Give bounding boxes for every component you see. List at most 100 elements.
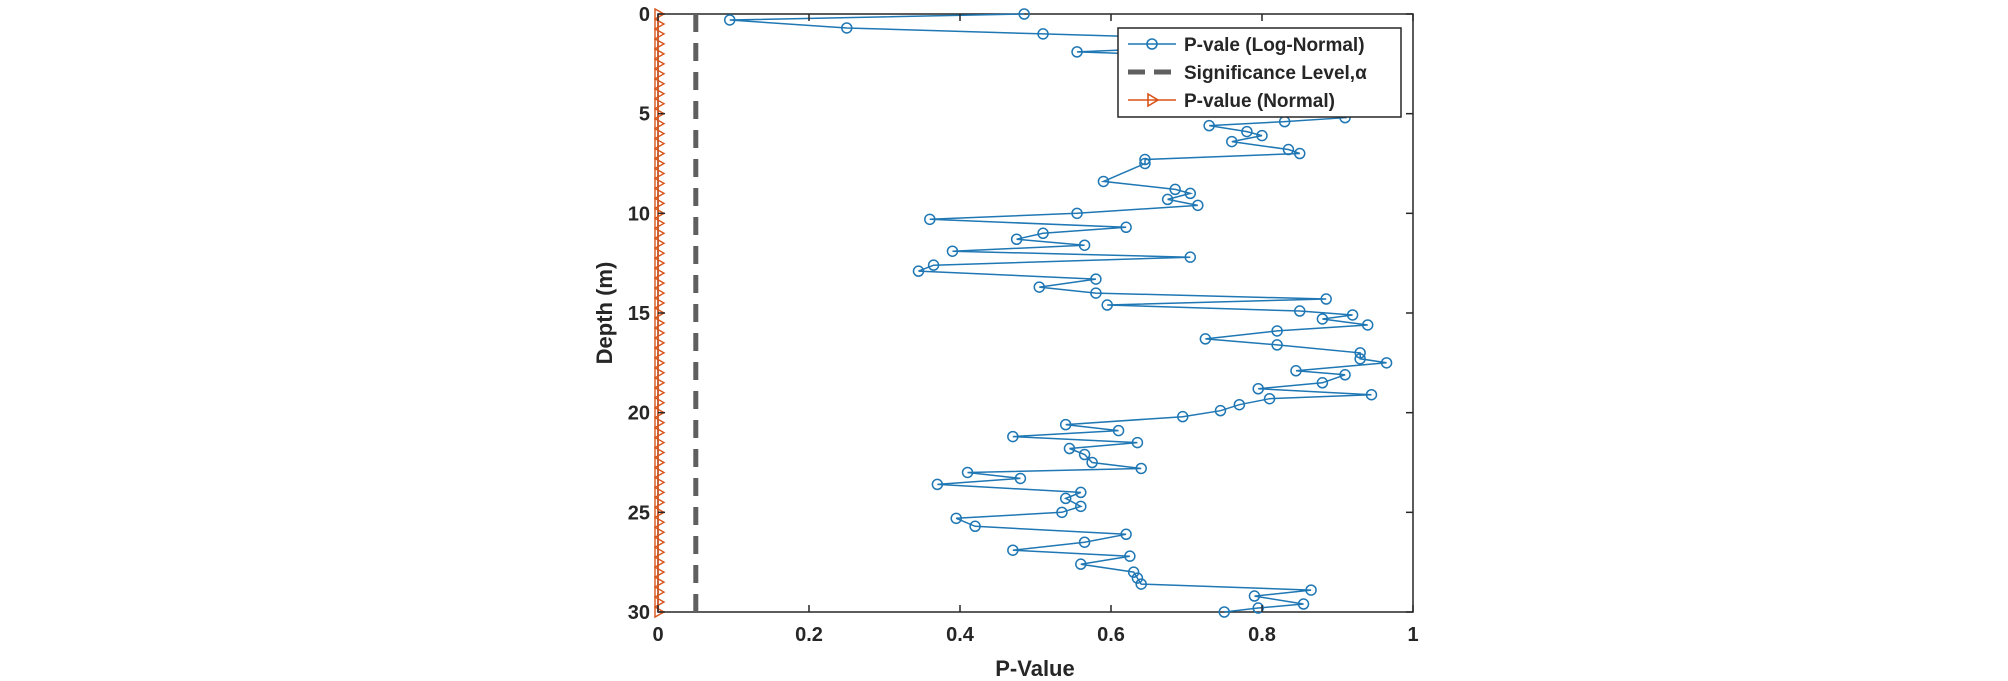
normal-point — [654, 67, 666, 80]
x-tick-label: 0 — [652, 624, 663, 646]
normal-point — [654, 117, 666, 130]
lognormal-point — [1354, 353, 1366, 365]
legend-entry-significance: Significance Level,α — [1128, 63, 1367, 84]
normal-point — [654, 7, 666, 21]
lognormal-point — [1124, 550, 1136, 562]
lognormal-point — [1361, 319, 1374, 331]
lognormal-point — [1214, 404, 1227, 417]
lognormal-point — [1176, 410, 1189, 423]
legend-entry-lognormal: P-vale (Log-Normal) — [1128, 35, 1365, 56]
normal-point — [654, 466, 666, 479]
normal-point — [654, 197, 666, 210]
normal-point — [654, 336, 666, 350]
normal-point — [654, 316, 666, 330]
normal-point — [654, 237, 666, 250]
legend-label-lognormal: P-vale (Log-Normal) — [1184, 35, 1365, 56]
lognormal-point — [1037, 28, 1049, 40]
normal-point — [654, 137, 666, 150]
normal-point — [654, 227, 666, 240]
normal-point — [654, 266, 666, 280]
lognormal-point — [1320, 293, 1332, 305]
normal-point — [654, 356, 666, 370]
lognormal-point — [841, 22, 853, 34]
lognormal-point — [1127, 566, 1140, 578]
lognormal-point — [1294, 147, 1306, 160]
lognormal-point — [1131, 572, 1144, 584]
lognormal-point — [1075, 486, 1087, 499]
lognormal-point — [1316, 377, 1329, 389]
legend-marker-lognormal — [1146, 38, 1158, 50]
lognormal-point — [1007, 430, 1019, 443]
normal-point — [654, 306, 666, 320]
normal-point — [654, 296, 666, 310]
normal-point — [654, 376, 666, 389]
lognormal-point — [1184, 251, 1197, 263]
normal-point — [654, 247, 666, 260]
lognormal-point — [1226, 135, 1238, 148]
normal-point — [654, 207, 666, 220]
lognormal-point — [1090, 287, 1102, 299]
normal-point — [654, 595, 666, 609]
lognormal-point — [1271, 325, 1283, 337]
normal-point — [654, 217, 666, 230]
lognormal-point — [1305, 584, 1317, 596]
normal-point — [654, 326, 666, 340]
lognormal-point — [1090, 273, 1102, 285]
lognormal-point — [1316, 313, 1329, 325]
series-lognormal-line — [729, 13, 1387, 613]
lognormal-point — [1139, 153, 1151, 166]
normal-point — [654, 506, 666, 519]
lognormal-point — [1056, 506, 1068, 519]
lognormal-point — [1263, 392, 1276, 405]
normal-point — [654, 536, 666, 549]
normal-point — [654, 97, 666, 110]
x-tick-label: 0.8 — [1248, 624, 1276, 646]
normal-point — [654, 107, 666, 120]
normal-point — [654, 386, 666, 399]
normal-point — [654, 47, 666, 61]
lognormal-point — [1346, 309, 1359, 321]
x-tick-label: 1 — [1407, 624, 1418, 646]
normal-point — [654, 157, 666, 170]
lognormal-point — [1203, 119, 1215, 132]
lognormal-point — [1059, 492, 1072, 505]
y-axis-label: Depth (m) — [592, 262, 617, 365]
normal-point — [654, 456, 666, 469]
normal-point — [654, 585, 666, 599]
lognormal-point — [1354, 347, 1366, 359]
normal-point — [654, 27, 666, 41]
lognormal-point — [1365, 388, 1378, 401]
lognormal-point — [1112, 424, 1125, 437]
lognormal-point — [1078, 239, 1091, 251]
normal-point — [654, 605, 666, 619]
normal-point — [654, 147, 666, 160]
x-axis-label: P-Value — [995, 656, 1074, 681]
lognormal-point — [1271, 339, 1283, 351]
normal-point — [654, 406, 666, 419]
normal-point — [654, 17, 666, 31]
normal-point — [654, 57, 666, 71]
legend-marker-normal — [1147, 92, 1160, 108]
y-tick-label: 10 — [628, 203, 650, 225]
lognormal-point — [1120, 221, 1132, 234]
normal-point — [654, 486, 666, 499]
y-tick-label: 25 — [628, 502, 650, 524]
normal-point — [654, 476, 666, 489]
lognormal-point — [1199, 333, 1212, 345]
normal-point — [654, 555, 666, 569]
lognormal-point — [950, 512, 962, 525]
normal-point — [654, 575, 666, 589]
normal-point — [654, 87, 666, 100]
lognormal-point — [1184, 187, 1197, 200]
legend-label-significance: Significance Level,α — [1184, 63, 1367, 84]
lognormal-point — [1033, 281, 1046, 293]
lognormal-point — [1169, 183, 1181, 196]
lognormal-point — [1192, 199, 1204, 212]
normal-point — [654, 416, 666, 429]
lognormal-point — [1037, 227, 1049, 240]
y-tick-label: 20 — [628, 403, 650, 425]
normal-point — [654, 187, 666, 200]
lognormal-point — [1297, 598, 1310, 610]
